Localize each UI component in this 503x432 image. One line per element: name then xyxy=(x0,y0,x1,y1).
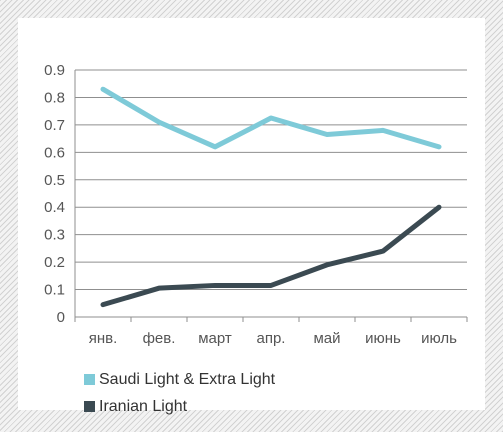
y-tick-label: 0.8 xyxy=(44,89,65,106)
gridlines xyxy=(74,69,468,322)
x-axis-ticks: янв. фев. март апр. май июнь июль xyxy=(89,330,457,347)
x-tick-label: апр. xyxy=(257,330,286,347)
legend-label-saudi: Saudi Light & Extra Light xyxy=(99,370,276,388)
series-line-iranian xyxy=(100,204,442,308)
y-tick-label: 0.7 xyxy=(44,117,65,134)
x-tick-label: май xyxy=(313,330,340,347)
legend-item-iranian: Iranian Light xyxy=(84,393,275,420)
y-tick-label: 0.9 xyxy=(44,62,65,79)
y-axis-ticks: 0 0.1 0.2 0.3 0.4 0.5 0.6 0.7 0.8 0.9 xyxy=(44,62,65,326)
legend-swatch-saudi xyxy=(84,374,95,385)
legend-item-saudi: Saudi Light & Extra Light xyxy=(84,366,275,393)
line-chart: 0 0.1 0.2 0.3 0.4 0.5 0.6 0.7 0.8 0.9 янв. фев. мар… xyxy=(44,62,468,347)
y-tick-label: 0.5 xyxy=(44,172,65,189)
legend: Saudi Light & Extra Light Iranian Light xyxy=(84,366,275,420)
series-line-saudi xyxy=(100,86,442,150)
legend-swatch-iranian xyxy=(84,401,95,412)
series-lines xyxy=(100,86,442,308)
x-tick-label: июль xyxy=(421,330,457,347)
y-tick-label: 0.6 xyxy=(44,144,65,161)
x-tick-label: фев. xyxy=(143,330,176,347)
x-tick-label: янв. xyxy=(89,330,118,347)
legend-label-iranian: Iranian Light xyxy=(99,397,188,415)
x-tick-label: июнь xyxy=(365,330,401,347)
y-tick-label: 0 xyxy=(57,309,65,326)
y-tick-label: 0.2 xyxy=(44,254,65,271)
chart-panel: 0 0.1 0.2 0.3 0.4 0.5 0.6 0.7 0.8 0.9 янв. фев. мар… xyxy=(18,18,485,415)
y-tick-label: 0.3 xyxy=(44,227,65,244)
x-tick-label: март xyxy=(198,330,232,347)
y-tick-label: 0.4 xyxy=(44,199,65,216)
y-tick-label: 0.1 xyxy=(44,282,65,299)
